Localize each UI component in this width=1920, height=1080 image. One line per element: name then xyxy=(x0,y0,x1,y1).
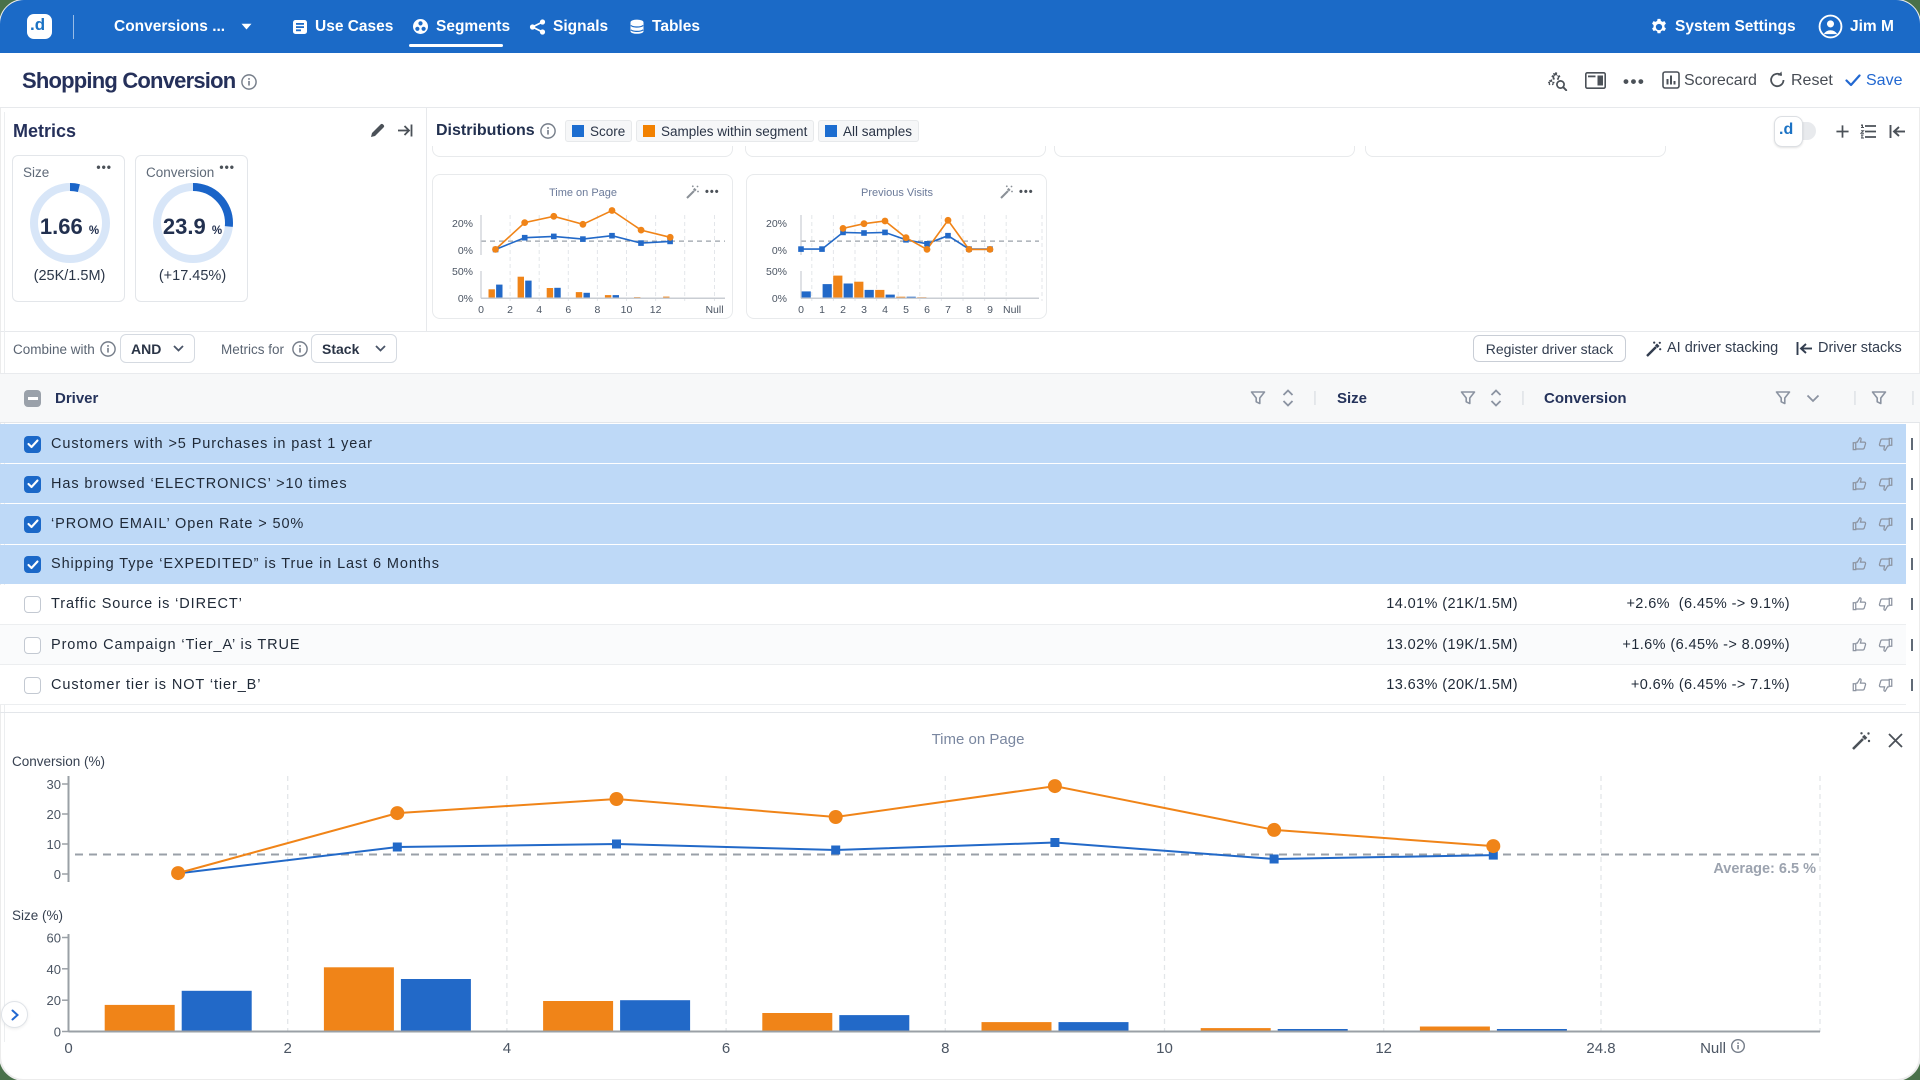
svg-text:Time on Page: Time on Page xyxy=(932,731,1025,748)
svg-text:0%: 0% xyxy=(458,293,473,305)
svg-text:6: 6 xyxy=(565,304,571,316)
svg-text:1: 1 xyxy=(819,304,825,316)
svg-text:0%: 0% xyxy=(458,245,473,257)
svg-text:Null: Null xyxy=(1003,304,1021,316)
svg-text:10: 10 xyxy=(1156,1040,1173,1057)
svg-text:2: 2 xyxy=(284,1040,292,1057)
svg-text:20: 20 xyxy=(47,993,61,1008)
svg-text:10: 10 xyxy=(621,304,633,316)
svg-text:24.8: 24.8 xyxy=(1586,1040,1615,1057)
svg-text:12: 12 xyxy=(650,304,662,316)
svg-text:4: 4 xyxy=(536,304,542,316)
svg-text:2: 2 xyxy=(840,304,846,316)
svg-text:0: 0 xyxy=(54,867,61,882)
svg-text:0: 0 xyxy=(798,304,804,316)
svg-text:0: 0 xyxy=(54,1025,61,1040)
svg-text:6: 6 xyxy=(722,1040,730,1057)
svg-text:•••: ••• xyxy=(705,186,720,198)
svg-text:20%: 20% xyxy=(766,218,787,230)
svg-text:8: 8 xyxy=(941,1040,949,1057)
svg-text:2: 2 xyxy=(507,304,513,316)
svg-text:Average: 6.5 %: Average: 6.5 % xyxy=(1713,861,1816,877)
svg-text:12: 12 xyxy=(1375,1040,1392,1057)
svg-text:Null: Null xyxy=(705,304,723,316)
svg-text:10: 10 xyxy=(47,837,61,852)
svg-text:Null: Null xyxy=(1700,1040,1726,1057)
svg-text:50%: 50% xyxy=(766,266,787,278)
svg-text:5: 5 xyxy=(903,304,909,316)
svg-text:30: 30 xyxy=(47,777,61,792)
svg-text:4: 4 xyxy=(503,1040,511,1057)
svg-text:20: 20 xyxy=(47,807,61,822)
svg-text:40: 40 xyxy=(47,962,61,977)
svg-text:50%: 50% xyxy=(452,266,473,278)
svg-text:8: 8 xyxy=(594,304,600,316)
svg-text:60: 60 xyxy=(47,931,61,946)
svg-text:•••: ••• xyxy=(1019,186,1034,198)
svg-text:9: 9 xyxy=(987,304,993,316)
svg-text:0: 0 xyxy=(64,1040,72,1057)
svg-text:Conversion (%): Conversion (%) xyxy=(12,754,105,769)
svg-text:7: 7 xyxy=(945,304,951,316)
svg-text:8: 8 xyxy=(966,304,972,316)
svg-text:20%: 20% xyxy=(452,218,473,230)
svg-text:4: 4 xyxy=(882,304,888,316)
svg-text:Previous Visits: Previous Visits xyxy=(861,187,933,199)
svg-text:0: 0 xyxy=(478,304,484,316)
svg-text:0%: 0% xyxy=(772,245,787,257)
svg-text:Time on Page: Time on Page xyxy=(549,187,617,199)
svg-text:6: 6 xyxy=(924,304,930,316)
svg-text:3: 3 xyxy=(861,304,867,316)
svg-text:0%: 0% xyxy=(772,293,787,305)
svg-text:Size (%): Size (%) xyxy=(12,908,63,923)
